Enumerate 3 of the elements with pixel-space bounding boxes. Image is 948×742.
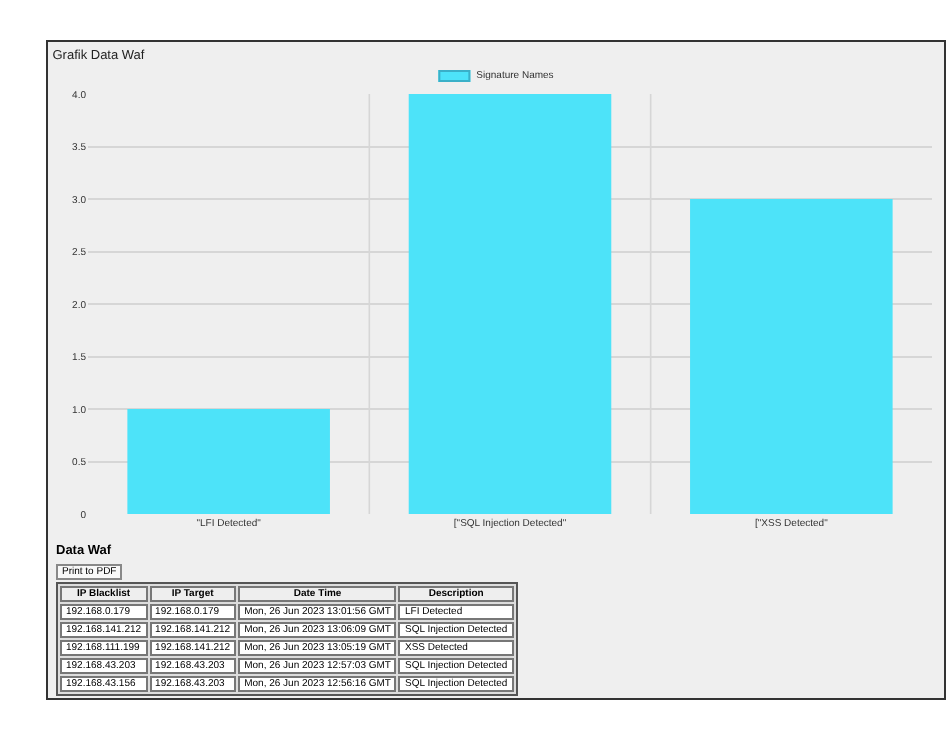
bar: [690, 199, 893, 514]
bar: [408, 94, 612, 514]
bar: [127, 409, 330, 514]
